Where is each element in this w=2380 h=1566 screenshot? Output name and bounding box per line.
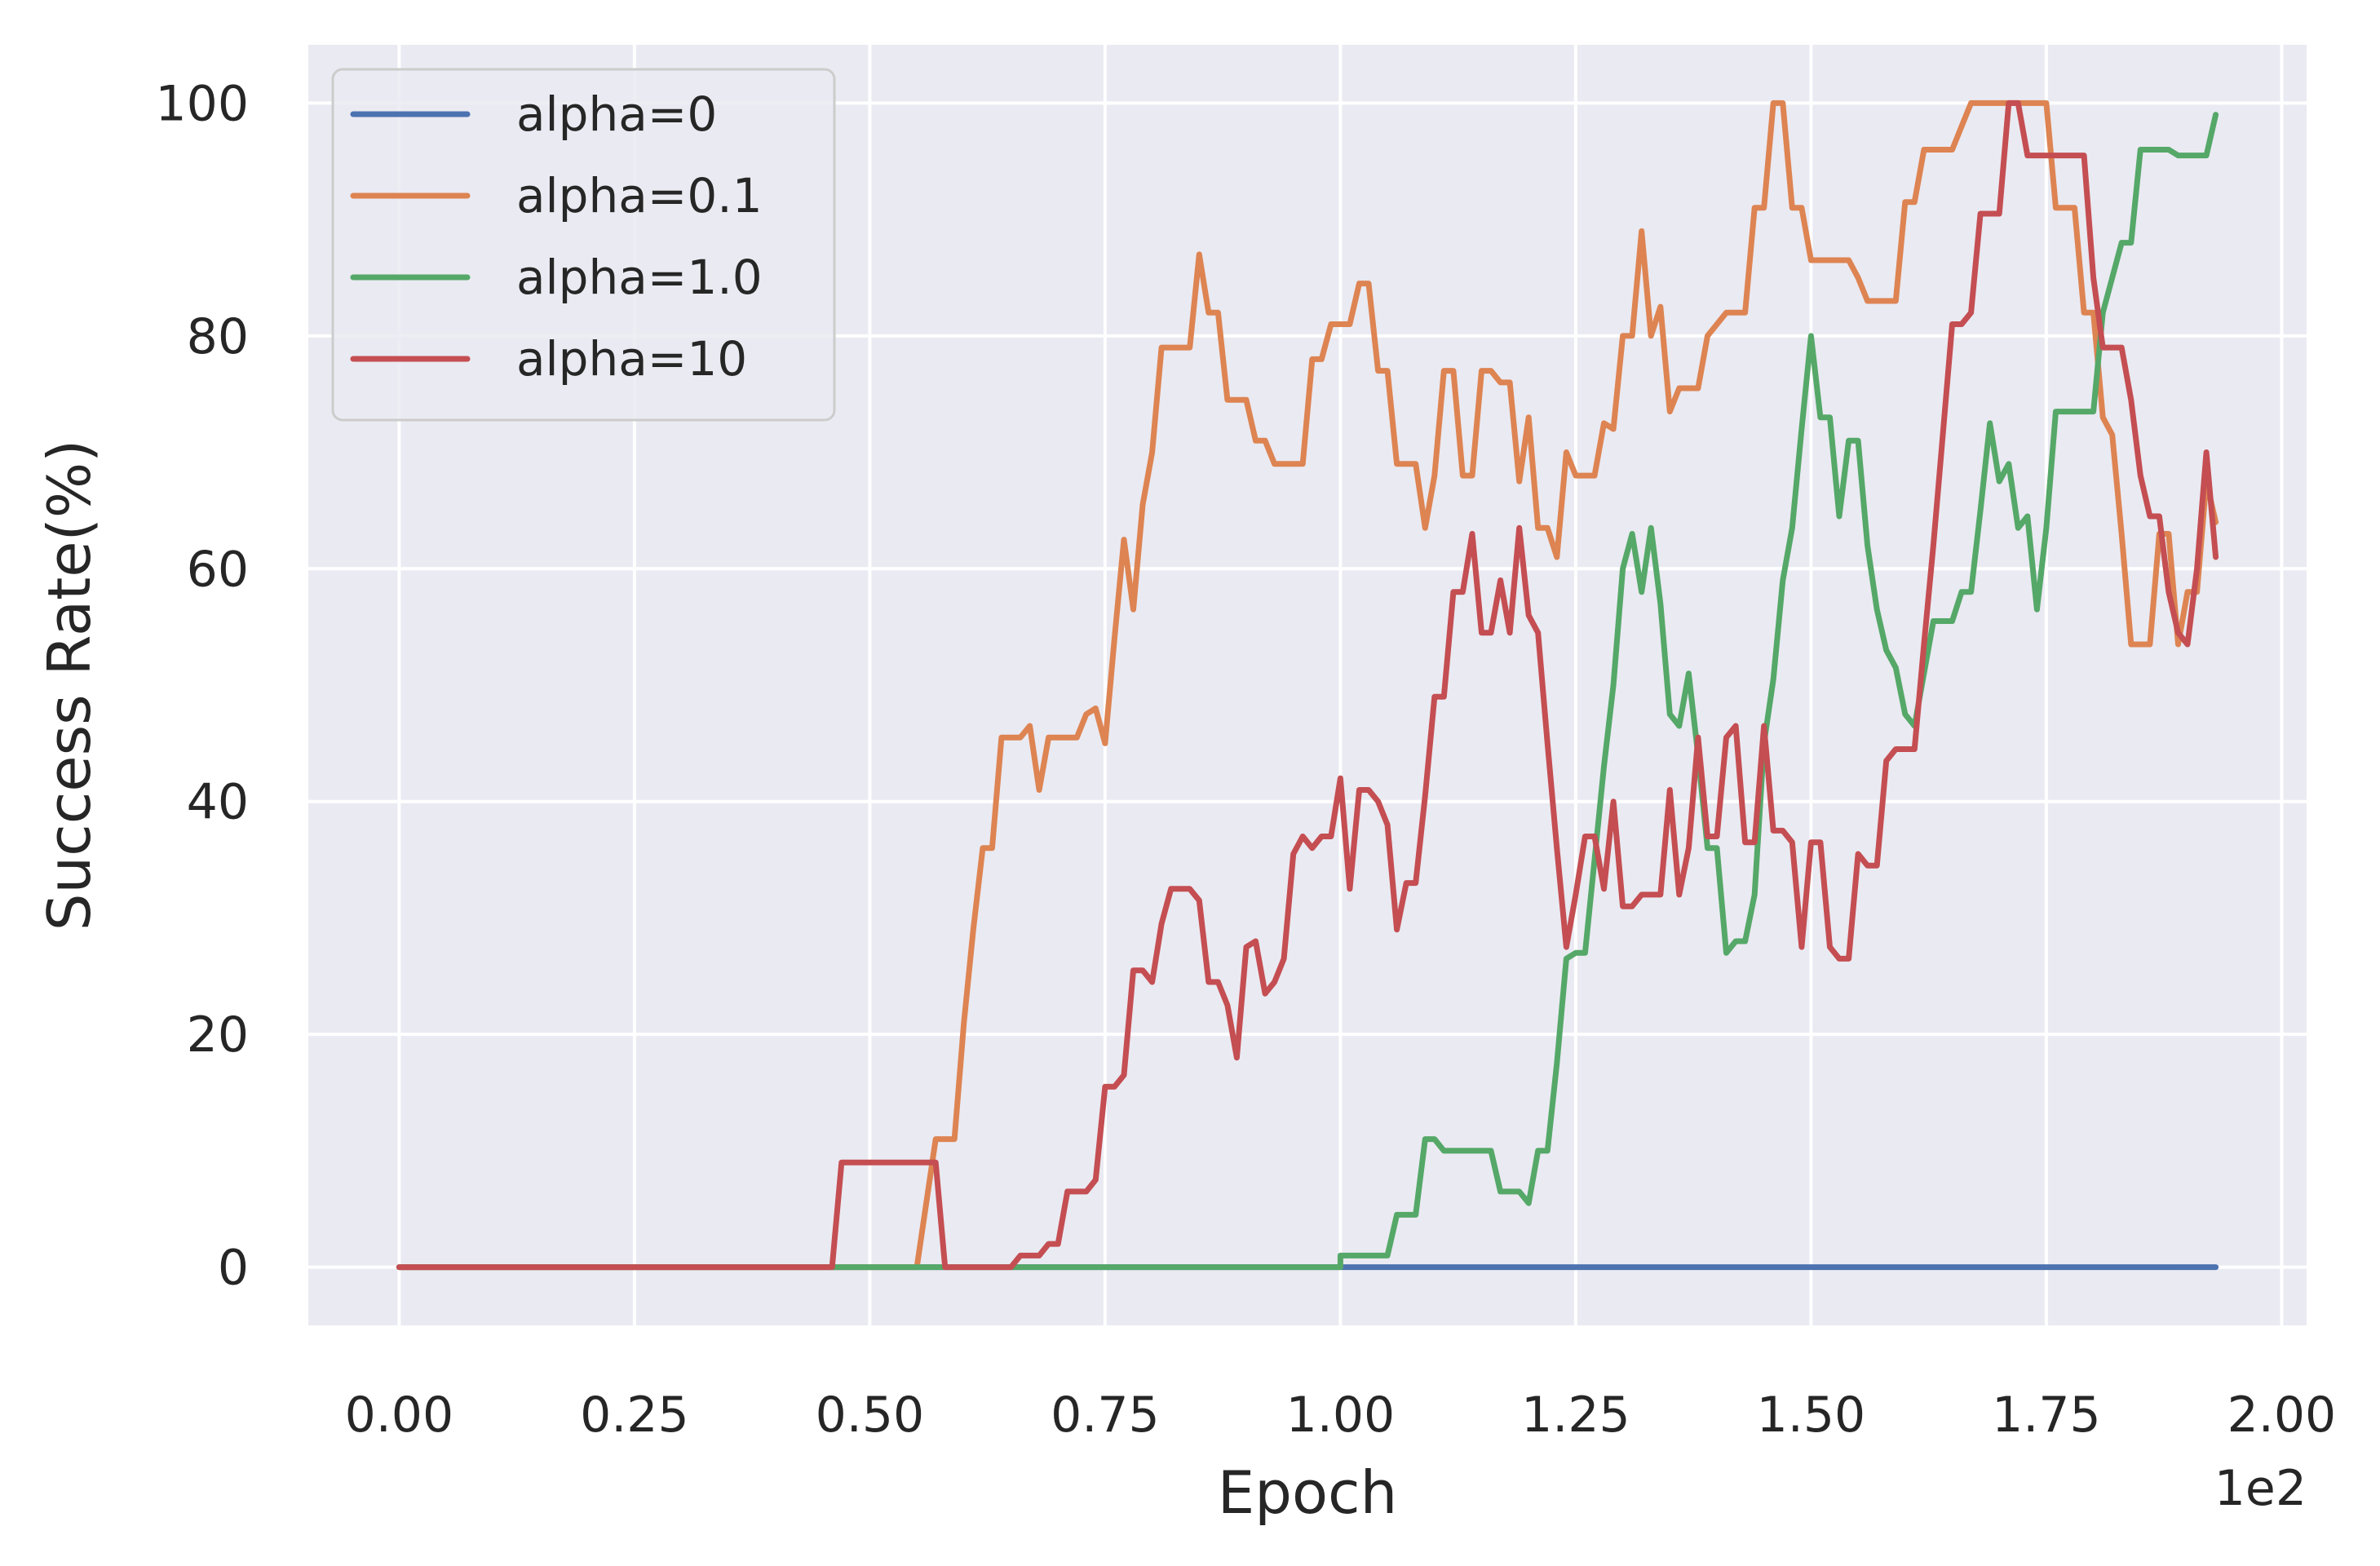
y-tick-label: 80	[187, 308, 249, 365]
x-tick-label: 0.75	[1051, 1387, 1160, 1444]
x-axis-ticks: 0.00 0.25 0.50 0.75 1.00 1.25 1.50 1.75 2.00	[345, 1387, 2337, 1444]
series-line-3	[396, 100, 2219, 1271]
legend: alpha=0 alpha=0.1 alpha=1.0 alpha=10	[331, 68, 836, 422]
x-tick-label: 0.25	[580, 1387, 689, 1444]
legend-label: alpha=10	[516, 331, 747, 387]
x-tick-label: 1.00	[1286, 1387, 1396, 1444]
x-tick-label: 1.75	[1992, 1387, 2101, 1444]
y-tick-label: 60	[187, 541, 249, 598]
grid-lines	[308, 45, 2307, 1325]
legend-box	[331, 68, 836, 422]
legend-label: alpha=0.1	[516, 168, 763, 223]
x-axis-label: Epoch	[1218, 1458, 1397, 1527]
series-line-1	[396, 100, 2219, 1271]
x-tick-label: 0.50	[816, 1387, 925, 1444]
y-axis-label: Success Rate(%)	[35, 440, 104, 931]
y-tick-label: 0	[218, 1240, 249, 1297]
legend-label: alpha=1.0	[516, 250, 763, 305]
x-tick-label: 1.25	[1521, 1387, 1630, 1444]
series-line-2	[396, 112, 2219, 1271]
y-tick-label: 40	[187, 774, 249, 831]
x-axis-offset-label: 1e2	[2214, 1460, 2307, 1517]
x-tick-label: 0.00	[345, 1387, 454, 1444]
y-axis-ticks: 0 20 40 60 80 100	[155, 75, 249, 1296]
data-series	[396, 100, 2219, 1271]
y-tick-label: 100	[155, 75, 249, 132]
legend-label: alpha=0	[516, 86, 717, 142]
x-tick-label: 2.00	[2227, 1387, 2337, 1444]
x-tick-label: 1.50	[1757, 1387, 1866, 1444]
y-tick-label: 20	[187, 1006, 249, 1064]
